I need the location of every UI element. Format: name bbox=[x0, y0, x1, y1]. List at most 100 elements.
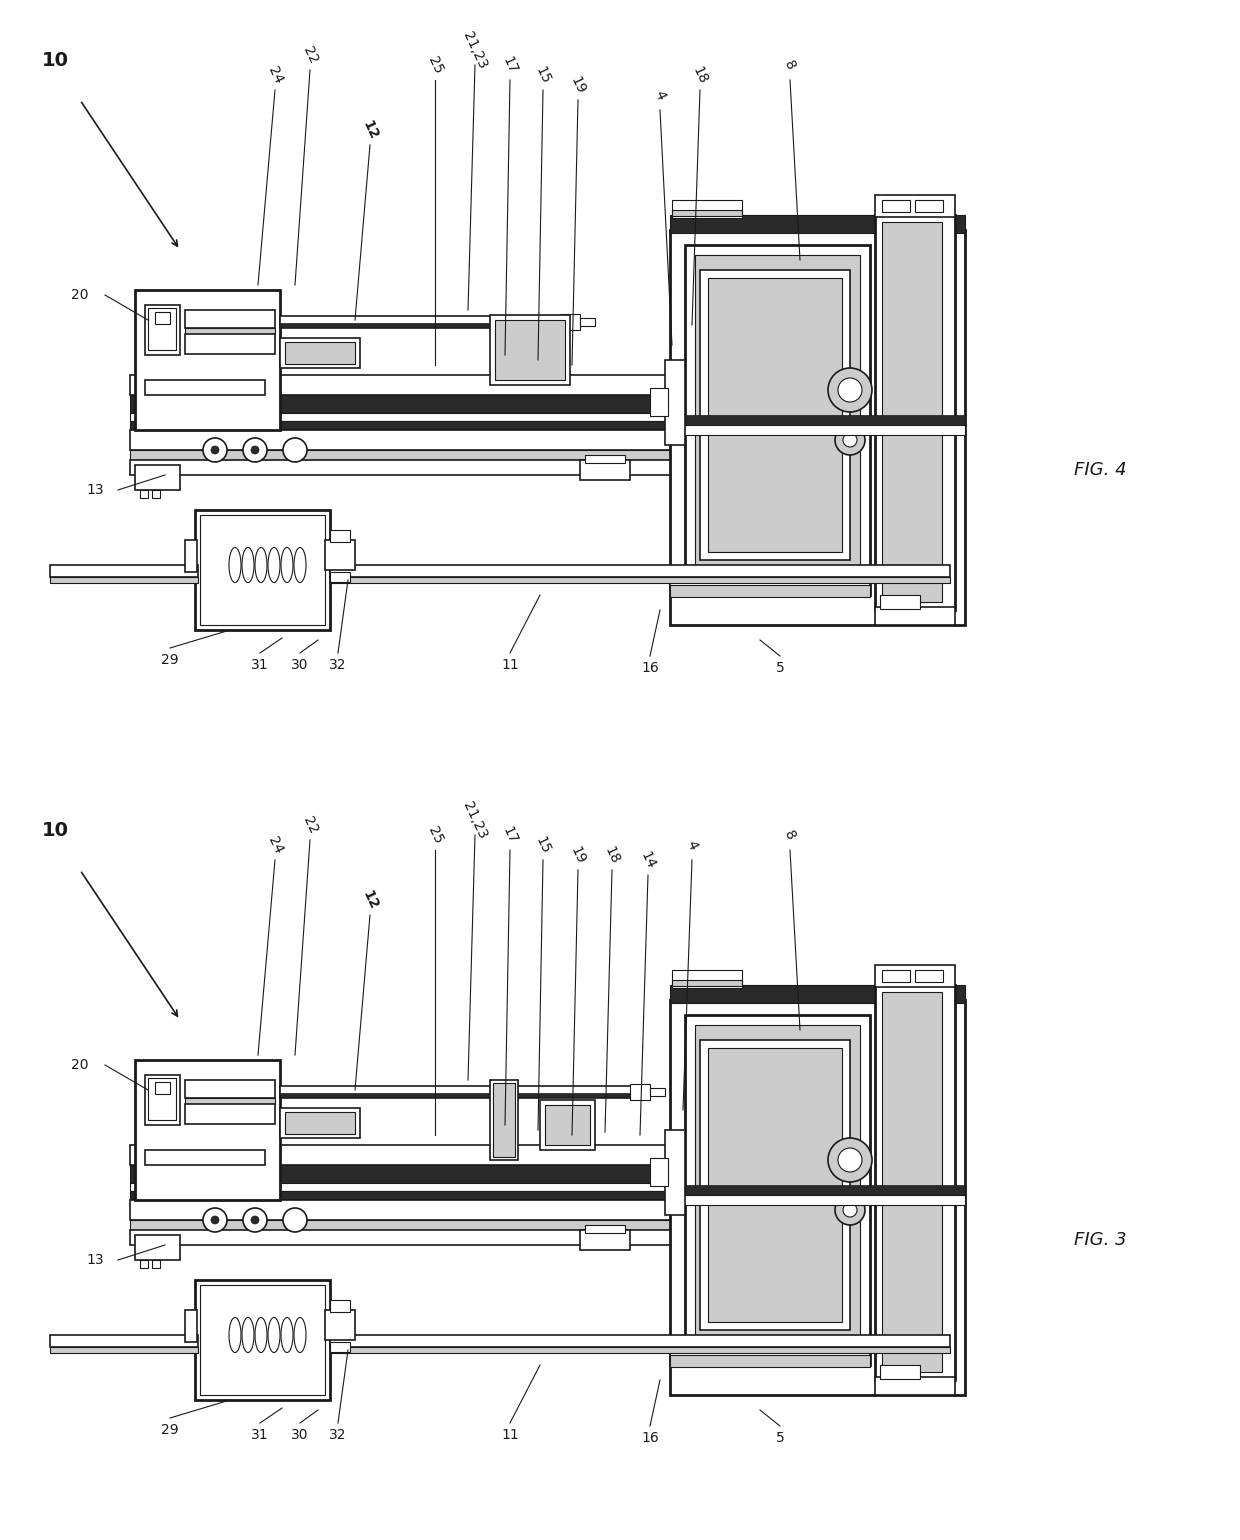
Bar bbox=[694, 1026, 861, 1355]
Bar bbox=[630, 1084, 650, 1100]
Bar bbox=[130, 1200, 861, 1220]
Text: 17: 17 bbox=[500, 824, 520, 845]
Bar bbox=[185, 1098, 275, 1104]
Bar bbox=[670, 216, 965, 233]
Bar bbox=[330, 530, 350, 542]
Bar bbox=[135, 1235, 180, 1260]
Bar bbox=[670, 1340, 870, 1360]
Bar bbox=[580, 317, 595, 326]
Bar bbox=[145, 1150, 265, 1164]
Bar bbox=[285, 1112, 355, 1133]
Text: 24: 24 bbox=[265, 65, 285, 86]
Bar bbox=[135, 1060, 280, 1200]
Text: 11: 11 bbox=[501, 1428, 518, 1441]
Bar bbox=[145, 305, 180, 356]
Bar bbox=[670, 229, 965, 625]
Bar bbox=[875, 986, 955, 1380]
Bar bbox=[915, 970, 942, 983]
Circle shape bbox=[835, 1195, 866, 1224]
Text: 18: 18 bbox=[601, 844, 622, 865]
Bar bbox=[915, 200, 942, 213]
Bar bbox=[130, 430, 861, 450]
Bar bbox=[130, 450, 861, 460]
Bar bbox=[490, 316, 570, 385]
Circle shape bbox=[203, 1207, 227, 1232]
Bar bbox=[153, 490, 160, 497]
Text: 25: 25 bbox=[425, 824, 445, 845]
Text: 29: 29 bbox=[161, 1423, 179, 1437]
Bar bbox=[330, 1300, 350, 1312]
Circle shape bbox=[838, 1147, 862, 1172]
Bar bbox=[672, 200, 742, 219]
Bar bbox=[50, 1348, 198, 1354]
Text: 14: 14 bbox=[637, 849, 658, 872]
Bar bbox=[670, 585, 870, 598]
Text: 30: 30 bbox=[291, 1428, 309, 1441]
Bar bbox=[330, 1341, 350, 1352]
Bar bbox=[882, 970, 910, 983]
Bar bbox=[672, 970, 742, 989]
Bar bbox=[672, 979, 742, 986]
Bar bbox=[130, 420, 861, 430]
Bar bbox=[130, 1190, 861, 1200]
Bar bbox=[330, 578, 950, 584]
Text: 13: 13 bbox=[87, 484, 104, 497]
Bar bbox=[539, 1100, 595, 1150]
Text: 15: 15 bbox=[533, 65, 553, 86]
Bar bbox=[880, 594, 920, 608]
Bar bbox=[130, 460, 861, 474]
Bar bbox=[665, 1130, 684, 1215]
Circle shape bbox=[203, 437, 227, 462]
Text: FIG. 4: FIG. 4 bbox=[1074, 460, 1126, 479]
Bar bbox=[130, 1146, 861, 1164]
Bar bbox=[875, 607, 955, 625]
Bar bbox=[195, 510, 330, 630]
Bar bbox=[200, 514, 325, 625]
Text: 21,23: 21,23 bbox=[460, 29, 490, 71]
Circle shape bbox=[283, 1207, 308, 1232]
Bar bbox=[280, 1086, 650, 1098]
Text: 20: 20 bbox=[71, 1058, 89, 1072]
Text: 10: 10 bbox=[41, 821, 68, 839]
Bar bbox=[650, 1158, 668, 1186]
Circle shape bbox=[243, 437, 267, 462]
Circle shape bbox=[250, 447, 259, 454]
Circle shape bbox=[835, 425, 866, 454]
Text: 22: 22 bbox=[300, 815, 320, 836]
Bar bbox=[585, 454, 625, 464]
Bar bbox=[694, 256, 861, 585]
Text: 20: 20 bbox=[71, 288, 89, 302]
Text: 29: 29 bbox=[161, 653, 179, 667]
Bar bbox=[580, 1230, 630, 1250]
Bar bbox=[650, 388, 668, 416]
Bar bbox=[684, 1015, 870, 1364]
Circle shape bbox=[283, 437, 308, 462]
Text: 24: 24 bbox=[265, 835, 285, 856]
Bar bbox=[880, 1364, 920, 1378]
Bar bbox=[672, 209, 742, 216]
Bar bbox=[280, 1093, 630, 1096]
Bar bbox=[195, 1280, 330, 1400]
Text: FIG. 3: FIG. 3 bbox=[1074, 1230, 1126, 1249]
Text: 8: 8 bbox=[781, 829, 799, 842]
Text: 12: 12 bbox=[360, 119, 381, 142]
Bar bbox=[670, 570, 870, 590]
Bar bbox=[670, 425, 965, 434]
Circle shape bbox=[211, 1217, 219, 1224]
Bar bbox=[148, 1078, 176, 1120]
Bar bbox=[882, 222, 942, 602]
Bar bbox=[50, 1335, 198, 1348]
Text: 17: 17 bbox=[500, 54, 520, 75]
Bar bbox=[130, 413, 861, 420]
Circle shape bbox=[843, 433, 857, 447]
Bar bbox=[145, 1075, 180, 1126]
Bar bbox=[494, 1083, 515, 1157]
Bar bbox=[585, 1224, 625, 1234]
Bar bbox=[185, 1080, 275, 1098]
Bar bbox=[670, 986, 965, 1003]
Bar bbox=[135, 290, 280, 430]
Bar bbox=[875, 1377, 955, 1395]
Bar bbox=[330, 1348, 950, 1354]
Bar bbox=[185, 334, 275, 354]
Text: 4: 4 bbox=[683, 838, 701, 852]
